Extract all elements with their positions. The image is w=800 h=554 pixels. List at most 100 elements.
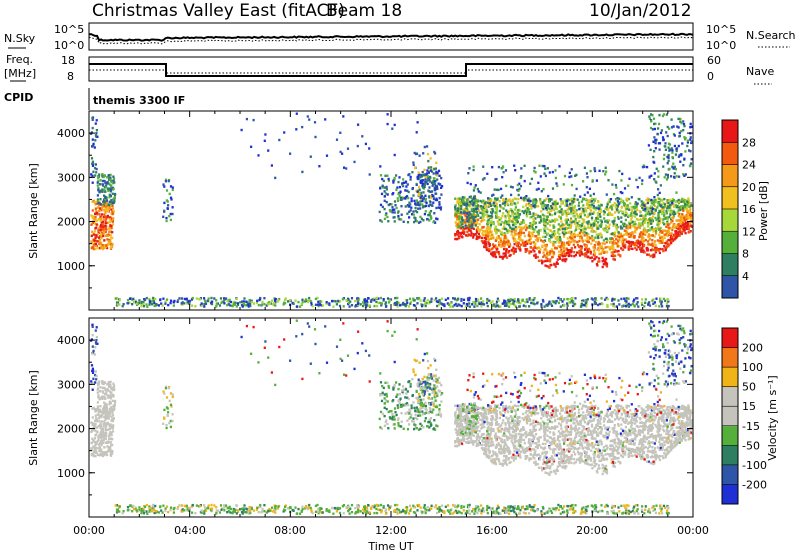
echo-cell [686,141,689,144]
echo-cell [643,227,646,230]
echo-cell [536,205,539,208]
echo-cell [668,206,671,209]
echo-cell [460,304,463,308]
echo-cell [456,209,459,212]
echo-cell [504,252,507,255]
echo-cell [570,175,573,178]
echo-cell [480,305,483,308]
echo-cell [532,214,535,218]
echo-cell [531,223,534,227]
echo-cell [543,254,546,257]
echo-cell [544,174,547,178]
echo-cell [482,300,485,303]
echo-cell [558,257,561,260]
echo-cell [94,410,97,413]
echo-cell [653,228,656,231]
echo-cell [633,234,636,238]
echo-cell [489,234,492,237]
echo-cell [356,302,359,305]
echo-cell [544,220,547,223]
echo-cell [475,299,478,302]
echo-cell [597,257,601,260]
echo-cell [371,297,374,301]
echo-cell [480,297,483,300]
echo-cell [520,167,523,170]
echo-cell [565,214,568,217]
echo-cell [512,246,515,249]
echo-cell [102,424,105,428]
echo-cell [589,194,592,197]
echo-cell [96,401,99,404]
echo-cell [483,213,486,217]
echo-cell [545,243,548,247]
echo-cell [456,304,459,308]
echo-cell [104,404,107,408]
echo-cell [95,210,98,213]
echo-cell [686,221,689,225]
echo-cell [101,244,104,247]
echo-cell [104,388,107,391]
echo-cell [331,299,334,303]
echo-cell [604,260,607,263]
echo-cell [627,297,630,300]
echo-cell [473,233,476,237]
echo-cell [476,304,479,308]
echo-cell [679,120,682,123]
echo-cell [652,248,655,252]
echo-cell [461,217,464,220]
echo-cell [630,221,633,224]
echo-cell [94,207,97,210]
echo-cell [422,179,425,182]
echo-cell [554,302,557,305]
echo-cell [494,305,497,308]
echo-cell [646,201,649,205]
echo-cell [245,117,248,121]
echo-cell [627,232,630,236]
echo-cell [404,304,407,308]
echo-cell [644,202,647,206]
echo-cell [343,166,346,169]
echo-cell [590,197,593,200]
nsearch-tick-top: 10^5 [706,23,736,36]
echo-cell [467,223,471,226]
echo-cell [524,305,527,308]
echo-cell [99,396,102,399]
echo-cell [429,175,432,179]
echo-cell [223,302,226,305]
echo-cell [468,216,472,219]
echo-cell [586,240,589,244]
echo-cell [136,302,140,305]
echo-cell [574,219,577,223]
echo-cell [637,241,640,245]
echo-cell [547,194,550,198]
echo-cell [460,207,463,211]
echo-cell [576,214,579,218]
echo-cell [498,209,501,213]
echo-cell [388,298,391,301]
echo-cell [542,251,545,254]
echo-cell [107,449,110,452]
echo-cell [457,207,460,211]
echo-cell [94,134,97,137]
echo-cell [458,206,462,209]
echo-cell [209,300,212,303]
echo-cell [90,214,93,217]
echo-cell [472,211,475,214]
echo-cell [511,212,514,216]
echo-cell [102,382,105,386]
echo-cell [408,297,412,300]
echo-cell [108,200,111,203]
echo-cell [584,198,588,201]
echo-cell [582,204,585,207]
echo-cell [250,300,253,304]
echo-cell [185,302,188,305]
echo-cell [651,207,654,210]
echo-cell [318,165,321,168]
echo-cell [517,213,520,216]
echo-cell [637,245,640,249]
echo-cell [589,252,592,255]
echo-cell [97,425,100,428]
echo-cell [449,305,452,308]
echo-cell [619,232,622,236]
echo-cell [513,223,516,226]
